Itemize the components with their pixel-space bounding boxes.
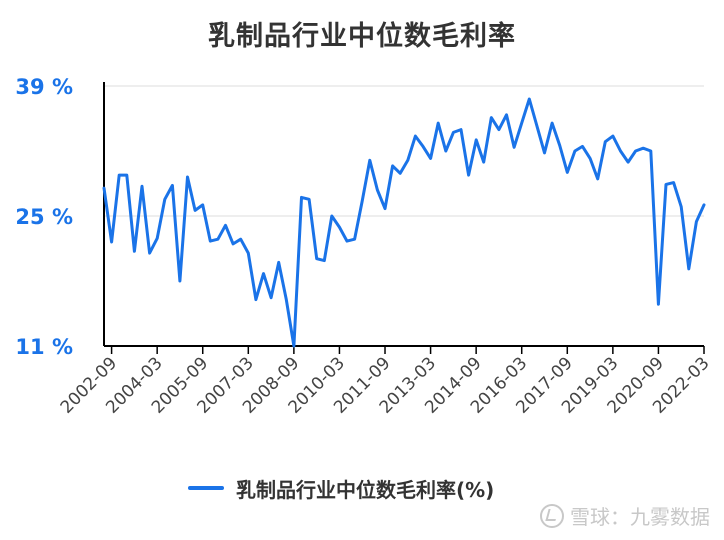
legend-label: 乳制品行业中位数毛利率(%) [236,477,495,502]
chart-title: 乳制品行业中位数毛利率 [208,21,516,52]
legend-swatch [188,486,224,490]
watermark-text: 雪球：九雾数据 [570,505,710,529]
y-tick-label: 25 % [15,205,73,229]
series-line [102,97,706,348]
y-tick-label: 11 % [15,335,73,359]
legend[interactable]: 乳制品行业中位数毛利率(%) [188,474,494,502]
watermark: 雪球：九雾数据 [540,501,710,530]
y-tick-label: 39 % [15,75,73,99]
snowball-logo-icon [540,503,564,528]
